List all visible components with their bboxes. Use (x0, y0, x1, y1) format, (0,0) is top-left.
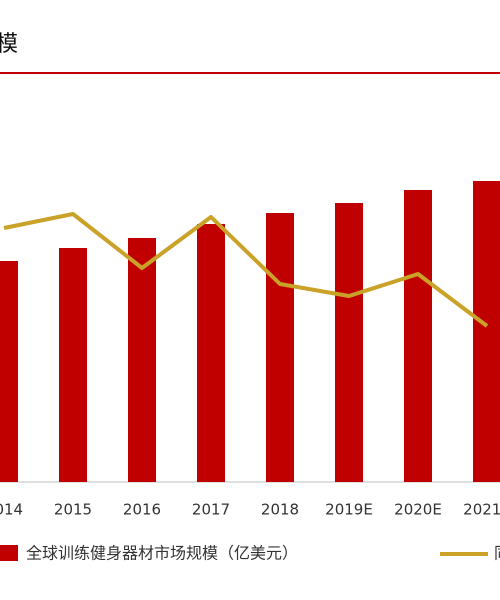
bar (266, 213, 294, 482)
x-tick-label: 2018 (261, 501, 299, 519)
bar (335, 203, 363, 482)
bar (128, 238, 156, 482)
legend-label: 同 (494, 544, 500, 563)
line (3, 212, 489, 328)
bar (59, 248, 87, 482)
bar (473, 181, 500, 482)
x-tick-label: 2014 (0, 501, 23, 519)
legend-swatch (0, 545, 18, 561)
legend-label: 全球训练健身器材市场规模（亿美元） (26, 544, 298, 563)
x-tick-label: 2021E (463, 501, 500, 519)
x-tick-label: 2020E (394, 501, 442, 519)
x-tick-label: 2015 (54, 501, 92, 519)
chart-title: 模 (0, 32, 18, 57)
bar (404, 190, 432, 482)
x-tick-label: 2017 (192, 501, 230, 519)
bar (197, 224, 225, 482)
x-tick-label: 2019E (325, 501, 373, 519)
bar (0, 261, 18, 482)
x-tick-label: 2016 (123, 501, 161, 519)
